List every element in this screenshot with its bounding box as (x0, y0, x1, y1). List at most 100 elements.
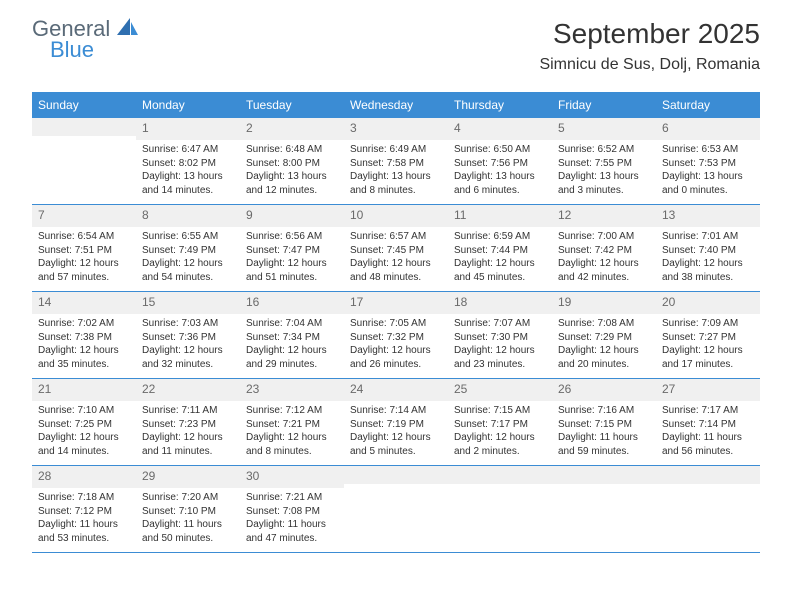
day-daylight2: and 45 minutes. (454, 271, 546, 285)
day-daylight1: Daylight: 13 hours (350, 170, 442, 184)
day-number: 30 (246, 468, 338, 484)
day-sunrise: Sunrise: 7:15 AM (454, 404, 546, 418)
day-daylight2: and 38 minutes. (662, 271, 754, 285)
day-cell: 26Sunrise: 7:16 AMSunset: 7:15 PMDayligh… (552, 379, 656, 465)
day-cell (552, 466, 656, 552)
day-number: 6 (662, 120, 754, 136)
day-cell (448, 466, 552, 552)
day-number: 15 (142, 294, 234, 310)
day-sunset: Sunset: 7:44 PM (454, 244, 546, 258)
day-number: 17 (350, 294, 442, 310)
day-daylight1: Daylight: 12 hours (38, 431, 130, 445)
day-daylight1: Daylight: 12 hours (662, 257, 754, 271)
header: General Blue September 2025 Simnicu de S… (0, 0, 792, 84)
day-sunset: Sunset: 7:21 PM (246, 418, 338, 432)
day-cell: 22Sunrise: 7:11 AMSunset: 7:23 PMDayligh… (136, 379, 240, 465)
day-sunrise: Sunrise: 6:50 AM (454, 143, 546, 157)
day-cell (656, 466, 760, 552)
day-number: 3 (350, 120, 442, 136)
day-number: 16 (246, 294, 338, 310)
day-sunrise: Sunrise: 7:10 AM (38, 404, 130, 418)
week-row: 7Sunrise: 6:54 AMSunset: 7:51 PMDaylight… (32, 205, 760, 292)
day-cell: 28Sunrise: 7:18 AMSunset: 7:12 PMDayligh… (32, 466, 136, 552)
day-daylight1: Daylight: 13 hours (246, 170, 338, 184)
day-cell: 30Sunrise: 7:21 AMSunset: 7:08 PMDayligh… (240, 466, 344, 552)
day-sunrise: Sunrise: 6:53 AM (662, 143, 754, 157)
day-sunrise: Sunrise: 6:57 AM (350, 230, 442, 244)
day-daylight2: and 8 minutes. (350, 184, 442, 198)
day-cell: 20Sunrise: 7:09 AMSunset: 7:27 PMDayligh… (656, 292, 760, 378)
day-sunrise: Sunrise: 6:47 AM (142, 143, 234, 157)
day-sunset: Sunset: 7:25 PM (38, 418, 130, 432)
day-cell: 21Sunrise: 7:10 AMSunset: 7:25 PMDayligh… (32, 379, 136, 465)
day-number: 11 (454, 207, 546, 223)
day-number: 24 (350, 381, 442, 397)
day-cell: 24Sunrise: 7:14 AMSunset: 7:19 PMDayligh… (344, 379, 448, 465)
day-cell: 4Sunrise: 6:50 AMSunset: 7:56 PMDaylight… (448, 118, 552, 204)
day-daylight1: Daylight: 12 hours (454, 431, 546, 445)
day-sunrise: Sunrise: 6:54 AM (38, 230, 130, 244)
day-number: 9 (246, 207, 338, 223)
day-of-week-header: SundayMondayTuesdayWednesdayThursdayFrid… (32, 92, 760, 118)
day-sunset: Sunset: 7:51 PM (38, 244, 130, 258)
logo-sail-icon (117, 23, 139, 40)
day-daylight1: Daylight: 11 hours (142, 518, 234, 532)
day-sunset: Sunset: 7:19 PM (350, 418, 442, 432)
day-number: 13 (662, 207, 754, 223)
weeks-container: 1Sunrise: 6:47 AMSunset: 8:02 PMDaylight… (32, 118, 760, 553)
day-cell: 29Sunrise: 7:20 AMSunset: 7:10 PMDayligh… (136, 466, 240, 552)
logo-blue-text: Blue (50, 39, 139, 61)
day-sunrise: Sunrise: 7:03 AM (142, 317, 234, 331)
day-of-week-cell: Monday (136, 92, 240, 118)
day-sunrise: Sunrise: 7:07 AM (454, 317, 546, 331)
logo: General Blue (32, 18, 139, 61)
day-daylight1: Daylight: 12 hours (38, 257, 130, 271)
day-daylight2: and 42 minutes. (558, 271, 650, 285)
day-daylight1: Daylight: 12 hours (454, 344, 546, 358)
day-cell: 15Sunrise: 7:03 AMSunset: 7:36 PMDayligh… (136, 292, 240, 378)
day-number: 10 (350, 207, 442, 223)
day-sunrise: Sunrise: 7:08 AM (558, 317, 650, 331)
day-cell: 8Sunrise: 6:55 AMSunset: 7:49 PMDaylight… (136, 205, 240, 291)
day-daylight2: and 57 minutes. (38, 271, 130, 285)
week-row: 1Sunrise: 6:47 AMSunset: 8:02 PMDaylight… (32, 118, 760, 205)
day-sunset: Sunset: 7:10 PM (142, 505, 234, 519)
day-daylight1: Daylight: 12 hours (142, 257, 234, 271)
day-cell: 11Sunrise: 6:59 AMSunset: 7:44 PMDayligh… (448, 205, 552, 291)
day-daylight2: and 50 minutes. (142, 532, 234, 546)
day-sunrise: Sunrise: 6:52 AM (558, 143, 650, 157)
day-sunset: Sunset: 7:27 PM (662, 331, 754, 345)
day-sunset: Sunset: 7:32 PM (350, 331, 442, 345)
day-number: 25 (454, 381, 546, 397)
day-daylight1: Daylight: 12 hours (246, 344, 338, 358)
day-sunrise: Sunrise: 6:59 AM (454, 230, 546, 244)
day-cell: 7Sunrise: 6:54 AMSunset: 7:51 PMDaylight… (32, 205, 136, 291)
day-daylight2: and 12 minutes. (246, 184, 338, 198)
day-daylight2: and 20 minutes. (558, 358, 650, 372)
day-number: 14 (38, 294, 130, 310)
day-sunrise: Sunrise: 7:21 AM (246, 491, 338, 505)
day-daylight2: and 51 minutes. (246, 271, 338, 285)
day-daylight2: and 35 minutes. (38, 358, 130, 372)
day-cell: 23Sunrise: 7:12 AMSunset: 7:21 PMDayligh… (240, 379, 344, 465)
day-sunset: Sunset: 7:30 PM (454, 331, 546, 345)
day-sunset: Sunset: 7:23 PM (142, 418, 234, 432)
day-number: 28 (38, 468, 130, 484)
day-daylight1: Daylight: 11 hours (38, 518, 130, 532)
month-title: September 2025 (539, 18, 760, 50)
day-number: 4 (454, 120, 546, 136)
week-row: 21Sunrise: 7:10 AMSunset: 7:25 PMDayligh… (32, 379, 760, 466)
day-cell: 6Sunrise: 6:53 AMSunset: 7:53 PMDaylight… (656, 118, 760, 204)
day-of-week-cell: Saturday (656, 92, 760, 118)
day-number: 26 (558, 381, 650, 397)
day-sunset: Sunset: 7:29 PM (558, 331, 650, 345)
day-daylight2: and 26 minutes. (350, 358, 442, 372)
day-cell: 12Sunrise: 7:00 AMSunset: 7:42 PMDayligh… (552, 205, 656, 291)
day-sunrise: Sunrise: 7:01 AM (662, 230, 754, 244)
day-cell: 3Sunrise: 6:49 AMSunset: 7:58 PMDaylight… (344, 118, 448, 204)
day-cell: 16Sunrise: 7:04 AMSunset: 7:34 PMDayligh… (240, 292, 344, 378)
day-number: 20 (662, 294, 754, 310)
day-daylight2: and 2 minutes. (454, 445, 546, 459)
day-daylight1: Daylight: 12 hours (350, 344, 442, 358)
day-sunset: Sunset: 7:56 PM (454, 157, 546, 171)
